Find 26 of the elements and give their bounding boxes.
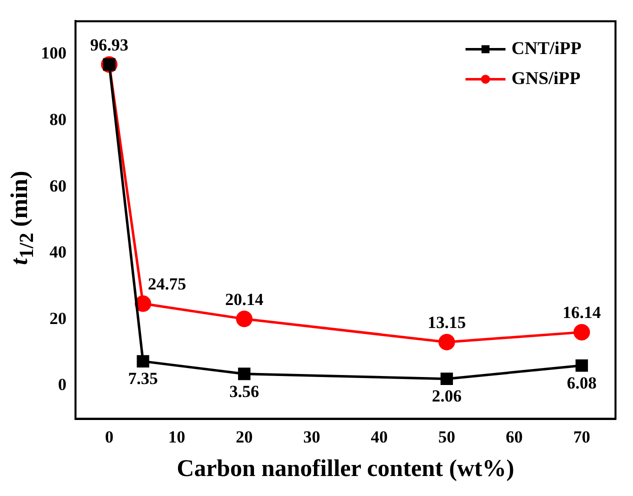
data-label: 96.93 <box>90 35 128 54</box>
data-label: 13.15 <box>428 312 466 332</box>
data-label: 7.35 <box>128 369 158 388</box>
data-label: 6.08 <box>566 373 597 392</box>
x-tick-label: 0 <box>105 427 114 446</box>
legend-label: CNT/iPP <box>512 38 582 58</box>
x-tick-label: 50 <box>438 427 456 446</box>
y-tick-label: 20 <box>50 308 66 328</box>
data-label: 20.14 <box>225 290 264 309</box>
y-tick-label: 80 <box>50 110 66 129</box>
x-tick-label: 70 <box>573 427 590 446</box>
x-tick-label: 30 <box>303 427 320 446</box>
y-tick-label: 60 <box>50 176 66 196</box>
data-label: 16.14 <box>562 303 602 322</box>
data-label: 3.56 <box>229 382 260 401</box>
x-axis-title: Carbon nanofiller content (wt%) <box>176 456 514 482</box>
y-tick-label: 100 <box>41 44 66 63</box>
x-tick-label: 20 <box>236 427 253 446</box>
data-label: 24.75 <box>148 274 186 294</box>
y-tick-label: 40 <box>50 242 66 262</box>
data-label: 2.06 <box>432 386 462 406</box>
x-tick-label: 60 <box>506 427 523 446</box>
y-tick-label: 0 <box>58 375 66 394</box>
x-tick-label: 10 <box>168 427 186 446</box>
legend-label: GNS/iPP <box>512 68 581 88</box>
x-tick-label: 40 <box>370 427 388 446</box>
